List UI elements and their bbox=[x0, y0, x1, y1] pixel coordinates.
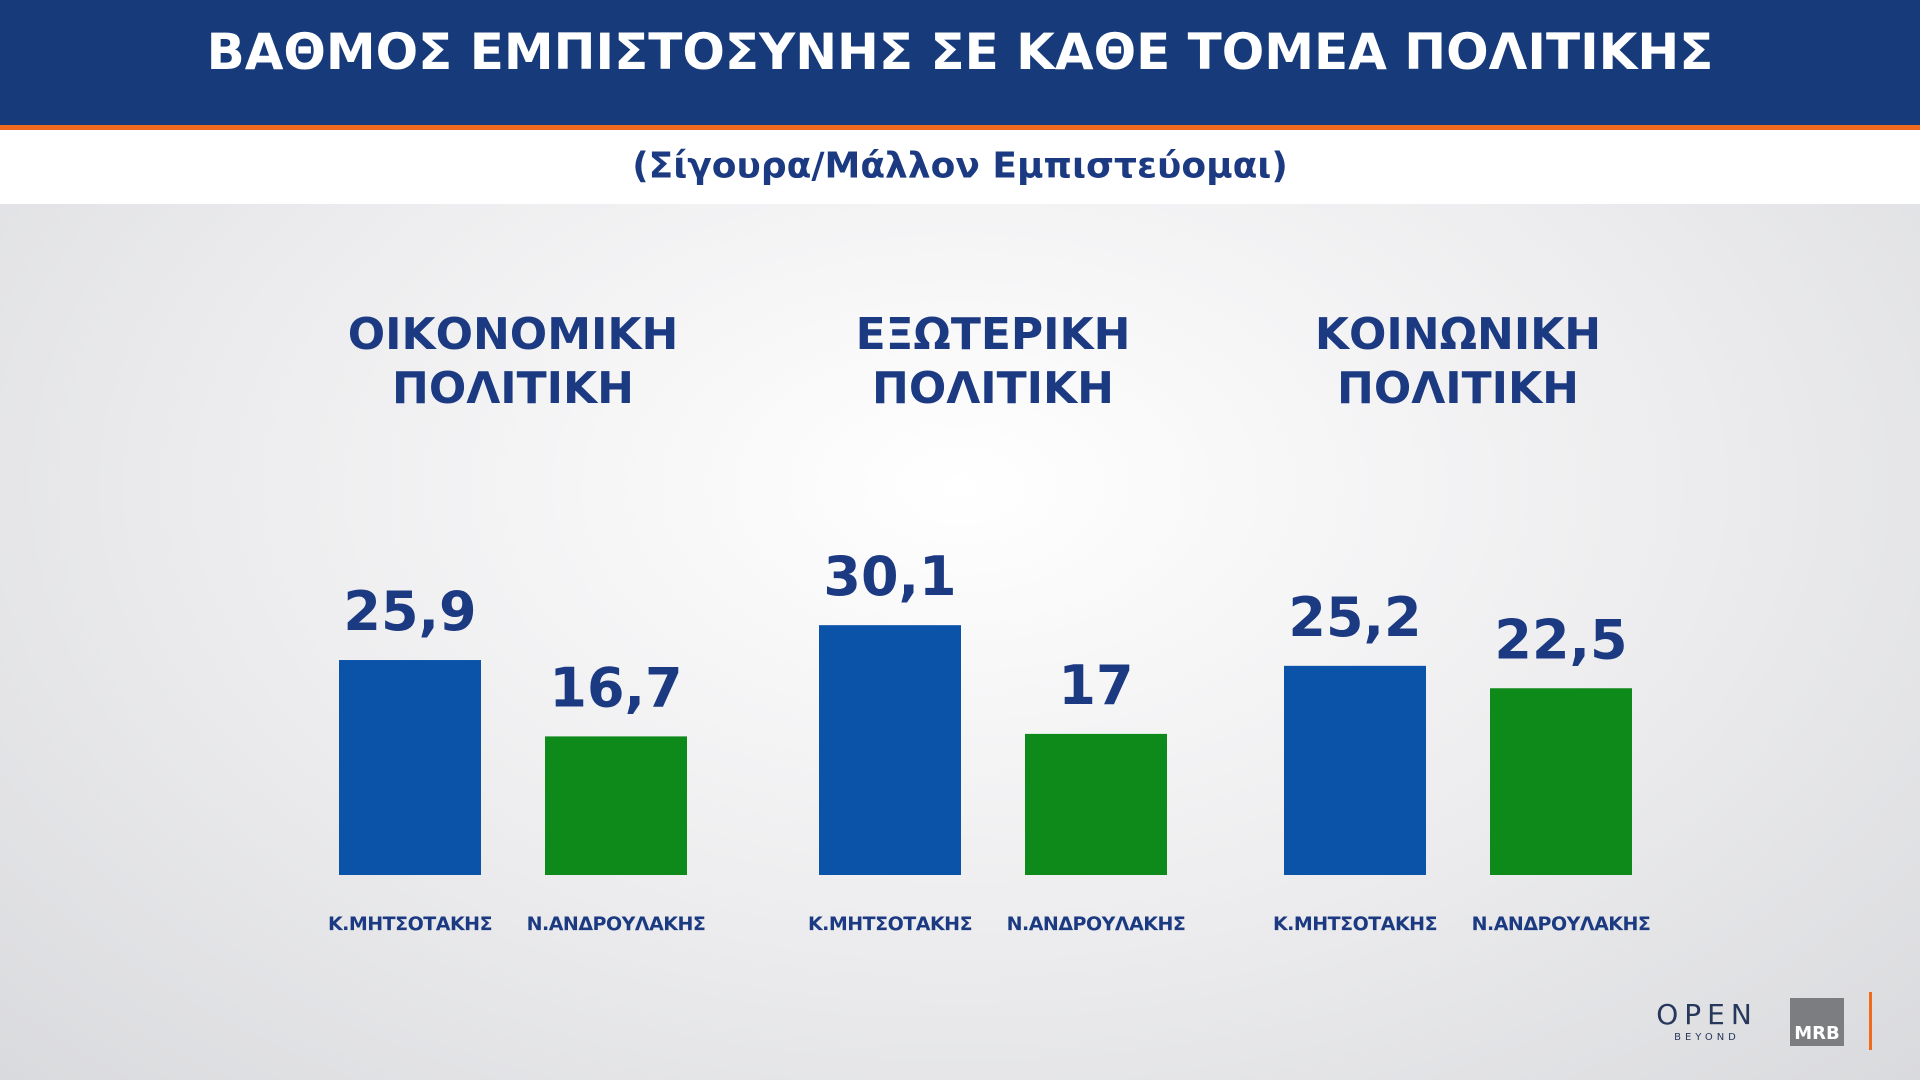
value-label: 22,5 bbox=[1494, 608, 1627, 671]
bar bbox=[339, 660, 481, 875]
value-label: 30,1 bbox=[823, 545, 956, 608]
bar bbox=[819, 625, 961, 875]
panel-title: ΕΞΩΤΕΡΙΚΗ ΠΟΛΙΤΙΚΗ bbox=[855, 309, 1131, 414]
header-band: ΒΑΘΜΟΣ ΕΜΠΙΣΤΟΣΥΝΗΣ ΣΕ ΚΑΘΕ ΤΟΜΕΑ ΠΟΛΙΤΙ… bbox=[0, 0, 1920, 130]
category-label: Κ.ΜΗΤΣΟΤΑΚΗΣ bbox=[808, 913, 972, 935]
panel-title: ΚΟΙΝΩΝΙΚΗ ΠΟΛΙΤΙΚΗ bbox=[1314, 309, 1602, 414]
value-label: 17 bbox=[1058, 654, 1133, 717]
value-label: 16,7 bbox=[549, 656, 682, 719]
value-label: 25,2 bbox=[1288, 586, 1421, 649]
panel-title: ΟΙΚΟΝΟΜΙΚΗ ΠΟΛΙΤΙΚΗ bbox=[347, 309, 679, 414]
value-label: 25,9 bbox=[343, 580, 476, 643]
logo-open: OPEN bbox=[1656, 998, 1758, 1031]
subtitle: (Σίγουρα/Μάλλον Εμπιστεύομαι) bbox=[632, 145, 1288, 187]
bar bbox=[1490, 688, 1632, 875]
category-label: Κ.ΜΗΤΣΟΤΑΚΗΣ bbox=[1273, 913, 1437, 935]
category-label: Ν.ΑΝΔΡΟΥΛΑΚΗΣ bbox=[527, 913, 706, 935]
category-label: Ν.ΑΝΔΡΟΥΛΑΚΗΣ bbox=[1472, 913, 1651, 935]
logo-mrb: MRB bbox=[1790, 998, 1844, 1046]
bar bbox=[1025, 733, 1167, 875]
bar bbox=[545, 736, 687, 875]
category-label: Κ.ΜΗΤΣΟΤΑΚΗΣ bbox=[328, 913, 492, 935]
logo-tagline: BEYOND bbox=[1674, 1032, 1740, 1043]
header-title: ΒΑΘΜΟΣ ΕΜΠΙΣΤΟΣΥΝΗΣ ΣΕ ΚΑΘΕ ΤΟΜΕΑ ΠΟΛΙΤΙ… bbox=[206, 23, 1714, 81]
divider bbox=[1869, 992, 1872, 1050]
category-label: Ν.ΑΝΔΡΟΥΛΑΚΗΣ bbox=[1007, 913, 1186, 935]
subtitle-band: (Σίγουρα/Μάλλον Εμπιστεύομαι) bbox=[0, 130, 1920, 204]
bar bbox=[1284, 665, 1426, 875]
